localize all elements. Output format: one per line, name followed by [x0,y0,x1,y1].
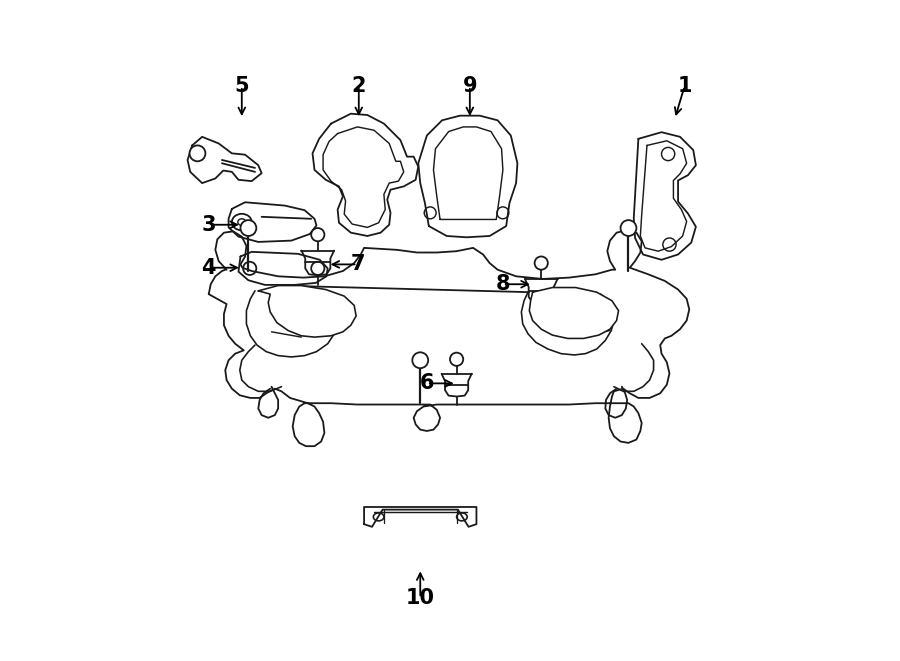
Circle shape [311,228,324,241]
Polygon shape [187,137,262,183]
Polygon shape [525,279,557,303]
Circle shape [620,220,636,236]
Text: 8: 8 [496,274,510,294]
Text: 2: 2 [352,76,366,96]
Polygon shape [418,116,518,237]
Polygon shape [634,132,696,260]
Polygon shape [302,251,334,275]
Polygon shape [209,230,689,446]
Polygon shape [312,114,418,236]
Circle shape [190,145,205,161]
Polygon shape [442,374,472,397]
Ellipse shape [232,214,252,230]
Text: 1: 1 [678,76,692,96]
Circle shape [535,256,548,270]
Circle shape [412,352,428,368]
Text: 9: 9 [463,76,477,96]
Polygon shape [258,286,356,337]
Polygon shape [364,507,476,527]
Polygon shape [238,252,328,285]
Text: 6: 6 [419,373,434,393]
Circle shape [240,220,256,236]
Text: 5: 5 [235,76,249,96]
Text: 4: 4 [202,258,216,278]
Text: 10: 10 [406,588,435,608]
Text: 3: 3 [202,215,216,235]
Polygon shape [229,202,317,242]
Circle shape [450,352,464,366]
Text: 7: 7 [350,254,365,274]
Polygon shape [529,288,618,338]
